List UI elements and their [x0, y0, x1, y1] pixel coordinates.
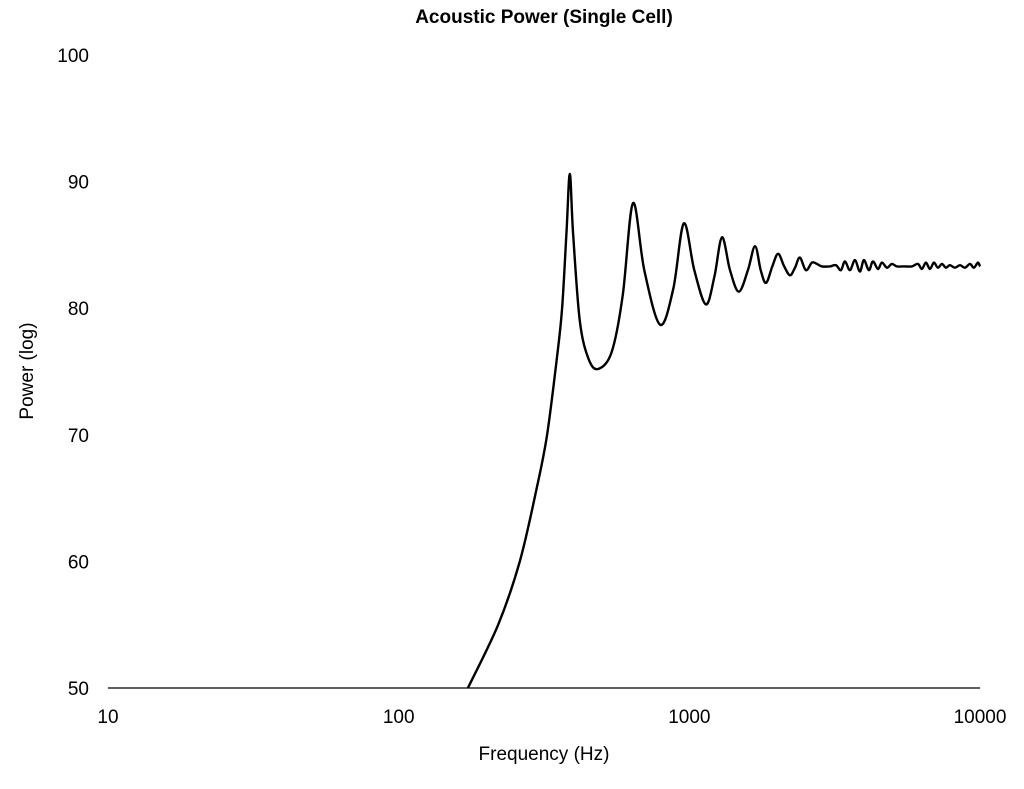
chart-title: Acoustic Power (Single Cell)	[415, 7, 673, 28]
y-tick-label: 80	[68, 299, 89, 320]
y-tick-label: 90	[68, 173, 89, 194]
x-tick-label: 10	[97, 707, 118, 728]
y-tick-label: 100	[57, 46, 89, 67]
y-tick-label: 60	[68, 552, 89, 573]
x-tick-label: 10000	[954, 707, 1007, 728]
series-line-acoustic-power	[466, 172, 982, 689]
x-axis-label: Frequency (Hz)	[479, 744, 610, 765]
x-tick-label: 1000	[668, 707, 710, 728]
y-tick-label: 70	[68, 426, 89, 447]
y-axis-label: Power (log)	[17, 322, 38, 419]
y-tick-label: 50	[68, 679, 89, 700]
x-tick-label: 100	[383, 707, 415, 728]
